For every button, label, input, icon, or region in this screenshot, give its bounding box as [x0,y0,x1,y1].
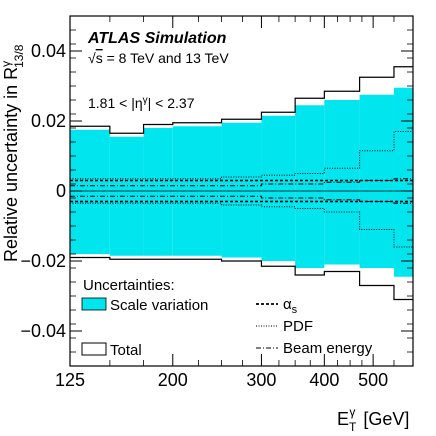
scale-variation-bin [70,129,110,254]
sqrt-symbol: √ [88,50,96,66]
xlabel-sub: T [349,420,357,434]
x-tick-label: 400 [309,370,339,390]
scale-variation-bin [143,128,173,256]
y-tick-label: −0.02 [20,251,66,271]
legend-title: Uncertainties: [83,277,175,294]
legend-label-total: Total [110,342,142,359]
x-tick-label: 500 [358,370,388,390]
scale-variation-bin [295,105,325,268]
energy-text: = 8 TeV and 13 TeV [103,50,230,66]
xlabel-unit: [GeV] [358,409,409,429]
scale-variation-bin [221,122,262,258]
y-axis-label: Relative uncertainty in Rγ13/8 [0,44,26,262]
legend-label-scale-variation: Scale variation [110,297,208,314]
legend: Uncertainties: Scale variation Total αs … [81,277,373,359]
x-tick-label: 300 [246,370,276,390]
alpha-sub: s [292,304,298,316]
sqrt-s: s [96,50,103,66]
energy-label: √s = 8 TeV and 13 TeV [88,50,229,66]
y-tick-label: 0.04 [31,41,66,61]
scale-variation-bin [261,115,296,261]
legend-label-beam-energy: Beam energy [283,340,373,357]
scale-variation-bin [393,87,413,277]
scale-variation-bin [359,94,394,268]
eta-range-label: 1.81 < |ηγ| < 2.37 [88,95,195,111]
x-axis-label: ETγ [GeV] [337,405,409,434]
xlabel-sup: γ [349,405,355,419]
y-tick-label: −0.04 [20,321,66,341]
xlabel-e: E [337,409,349,429]
eta-text-b: | < 2.37 [148,95,195,111]
series-pdf-down [70,202,413,248]
y-tick-label: 0.02 [31,111,66,131]
series-total-down [70,256,413,301]
eta-text-a: 1.81 < |η [88,95,143,111]
series-beam-energy-down [70,195,413,204]
ylabel-sub: 13/8 [12,44,26,68]
ylabel-sup: γ [0,61,13,67]
axis-ticks: −0.04 −0.02 0 0.02 0.04 125 200 300 400 500 [20,15,413,390]
x-tick-label: 125 [55,370,85,390]
alpha-symbol: α [283,296,292,313]
series-pdf-up [70,131,413,180]
series-layer [70,66,413,301]
plot-area [70,87,413,277]
series-beam-energy-up [70,178,413,187]
experiment-label: ATLAS Simulation [87,30,227,47]
y-tick-label: 0 [56,181,66,201]
legend-swatch-scale-variation [81,297,107,311]
series-total-up [70,66,413,134]
ylabel-main: Relative uncertainty in R [1,67,21,262]
x-tick-label: 200 [158,370,188,390]
legend-swatch-total [81,342,107,356]
legend-label-pdf: PDF [283,318,313,335]
legend-label-alpha-s: αs [283,296,298,316]
eta-sup: γ [143,95,148,106]
